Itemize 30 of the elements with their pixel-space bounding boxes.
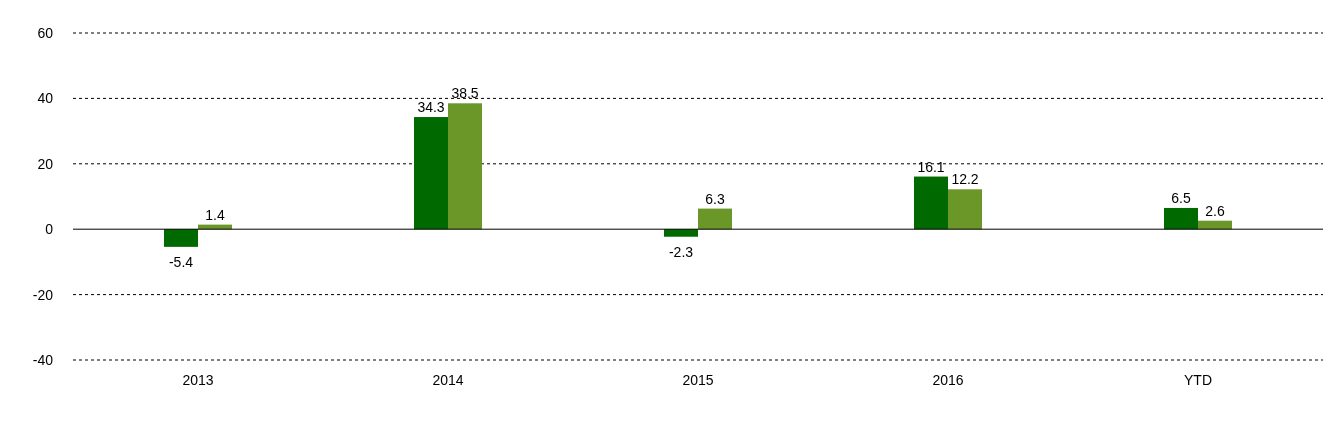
x-tick-label: 2013 — [182, 372, 214, 388]
data-label: 12.2 — [951, 171, 979, 188]
bar — [164, 229, 198, 247]
data-label: 6.5 — [1171, 189, 1191, 206]
bar — [698, 208, 732, 230]
y-tick-label: 20 — [37, 155, 54, 172]
y-tick-label: -40 — [32, 352, 54, 368]
data-label: 34.3 — [417, 99, 445, 116]
data-label: -5.4 — [168, 253, 194, 270]
bar — [948, 189, 982, 230]
x-tick-label: 2015 — [682, 372, 714, 388]
data-label: 2.6 — [1205, 202, 1225, 219]
bar — [414, 117, 448, 230]
y-tick-label: 60 — [37, 25, 54, 41]
data-label: 38.5 — [451, 85, 479, 102]
x-tick-label: YTD — [1184, 372, 1212, 388]
bar — [664, 229, 698, 237]
data-label: 6.3 — [705, 190, 725, 207]
bar — [914, 176, 948, 230]
data-label: -2.3 — [668, 243, 694, 260]
y-tick-label: 40 — [37, 90, 54, 107]
bar — [1164, 207, 1198, 230]
data-label: 16.1 — [917, 158, 945, 175]
x-tick-label: 2014 — [432, 372, 464, 388]
x-tick-label: 2016 — [932, 372, 964, 388]
y-tick-label: -20 — [32, 286, 54, 303]
data-label: 1.4 — [205, 206, 225, 223]
bar — [448, 103, 482, 230]
bar — [1198, 220, 1232, 230]
y-tick-label: 0 — [45, 221, 54, 238]
